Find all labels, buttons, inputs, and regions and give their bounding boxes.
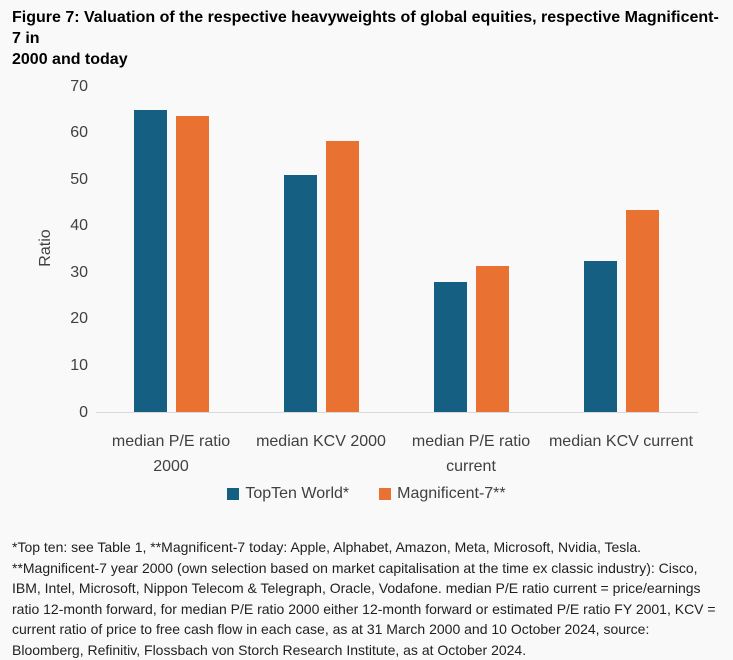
figure-title: Figure 7: Valuation of the respective he… <box>12 7 721 70</box>
x-axis-category-label: median P/E ratio current <box>411 433 531 475</box>
y-axis-tick-label: 20 <box>70 310 88 328</box>
bar-series2-cat1 <box>175 115 209 412</box>
footnote: *Top ten: see Table 1, **Magnificent-7 t… <box>12 537 722 660</box>
y-axis-tick-label: 60 <box>70 124 88 142</box>
legend-item-series1: TopTen World* <box>227 485 349 503</box>
chart-legend: TopTen World* Magnificent-7** <box>0 485 733 503</box>
y-axis-tick-label: 50 <box>70 170 88 188</box>
figure-title-line2: 2000 and today <box>12 51 128 68</box>
bar-series1-cat3 <box>433 282 467 412</box>
legend-label: Magnificent-7** <box>397 485 506 502</box>
x-axis-line <box>96 412 698 413</box>
bar-series1-cat2 <box>283 174 317 412</box>
x-axis-category-label: median P/E ratio 2000 <box>111 433 231 475</box>
y-axis-tick-label: 40 <box>70 217 88 235</box>
y-axis-tick-label: 0 <box>79 403 88 421</box>
bar-series2-cat4 <box>625 209 659 412</box>
bar-series1-cat4 <box>583 261 617 412</box>
footnote-body: **Magnificent-7 year 2000 (own selection… <box>12 559 716 658</box>
y-axis-tick-label: 70 <box>70 77 88 95</box>
legend-swatch-icon <box>227 488 240 500</box>
x-axis-category-label: median KCV 2000 <box>256 433 386 450</box>
bar-series2-cat3 <box>475 265 509 412</box>
legend-item-series2: Magnificent-7** <box>379 485 506 503</box>
footnote-line1: *Top ten: see Table 1, **Magnificent-7 t… <box>12 539 642 555</box>
figure-title-line1: Figure 7: Valuation of the respective he… <box>12 9 719 47</box>
y-axis-tick-label: 10 <box>70 356 88 374</box>
legend-label: TopTen World* <box>245 485 350 502</box>
bar-series2-cat2 <box>325 141 359 412</box>
y-axis-title: Ratio <box>37 229 54 267</box>
y-axis-tick-label: 30 <box>70 263 88 281</box>
x-axis-category-label: median KCV current <box>548 433 694 450</box>
legend-swatch-icon <box>379 488 392 500</box>
bar-series1-cat1 <box>133 109 167 412</box>
